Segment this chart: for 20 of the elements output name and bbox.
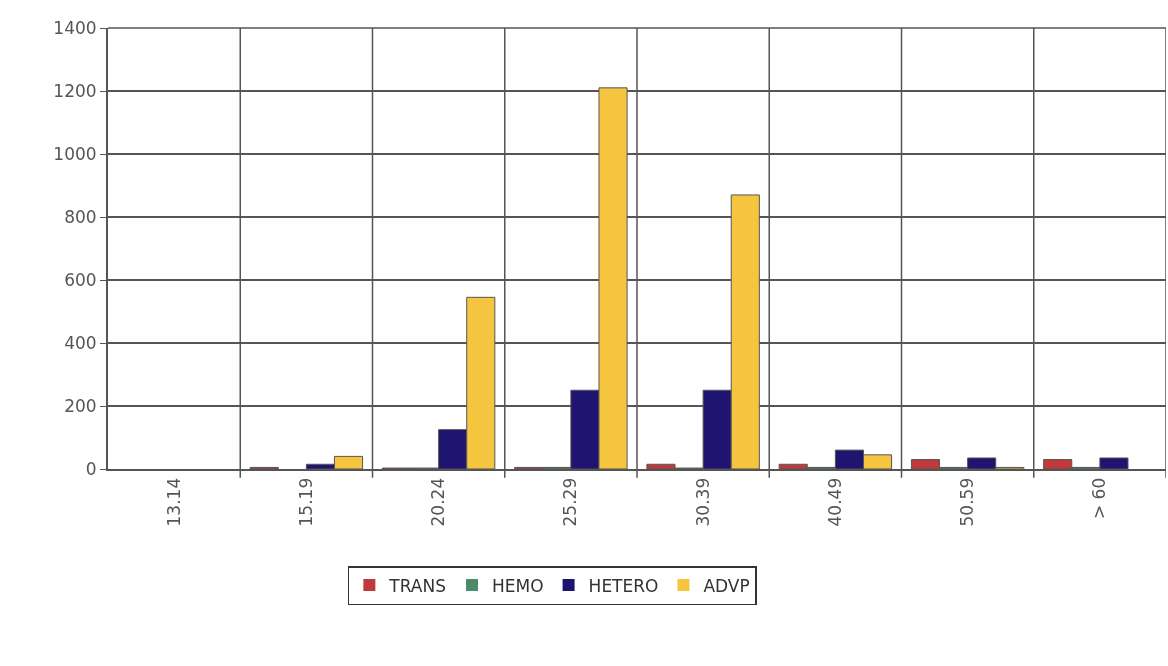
x-tick-label: 15.19 [295, 477, 316, 527]
legend-label: HETERO [588, 575, 659, 596]
legend-label: TRANS [388, 575, 447, 596]
legend-label: HEMO [492, 575, 544, 596]
y-tick-label: 800 [64, 206, 97, 227]
x-tick-label: 50.59 [957, 477, 978, 527]
legend-label: ADVP [703, 575, 750, 596]
y-tick-label: 200 [64, 395, 97, 416]
y-tick-label: 0 [85, 458, 97, 479]
x-tick-label: 13.14 [163, 477, 184, 527]
x-tick-label: 25.29 [560, 477, 581, 527]
y-tick-label: 600 [64, 269, 97, 290]
x-tick-label: 20.24 [428, 477, 449, 527]
y-tick-label: 400 [64, 332, 97, 353]
x-tick-label: 40.49 [824, 477, 845, 527]
y-tick-label: 1000 [53, 143, 97, 164]
y-tick-label: 1200 [53, 80, 97, 101]
x-tick-label: 30.39 [692, 477, 713, 527]
x-tick-label: > 60 [1089, 477, 1110, 520]
y-tick-label: 1400 [53, 17, 97, 38]
